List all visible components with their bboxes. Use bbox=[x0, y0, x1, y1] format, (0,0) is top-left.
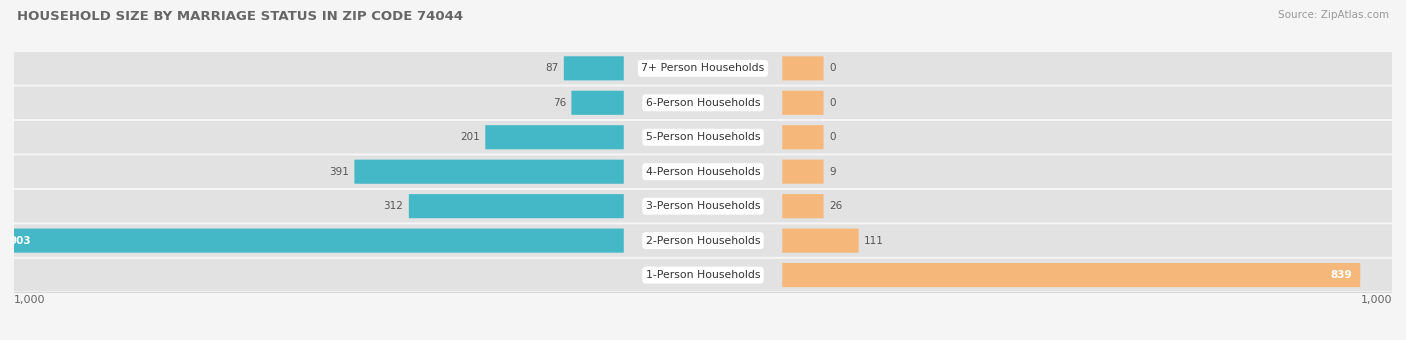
Text: 76: 76 bbox=[553, 98, 565, 108]
FancyBboxPatch shape bbox=[14, 87, 1392, 119]
Text: 903: 903 bbox=[10, 236, 31, 245]
FancyBboxPatch shape bbox=[782, 228, 859, 253]
FancyBboxPatch shape bbox=[782, 263, 1360, 287]
Text: 7+ Person Households: 7+ Person Households bbox=[641, 63, 765, 73]
Text: HOUSEHOLD SIZE BY MARRIAGE STATUS IN ZIP CODE 74044: HOUSEHOLD SIZE BY MARRIAGE STATUS IN ZIP… bbox=[17, 10, 463, 23]
Text: 1,000: 1,000 bbox=[14, 295, 45, 305]
Text: 2-Person Households: 2-Person Households bbox=[645, 236, 761, 245]
FancyBboxPatch shape bbox=[782, 91, 824, 115]
FancyBboxPatch shape bbox=[14, 155, 1392, 188]
Text: 312: 312 bbox=[384, 201, 404, 211]
Text: 87: 87 bbox=[546, 63, 558, 73]
Text: 9: 9 bbox=[830, 167, 835, 177]
FancyBboxPatch shape bbox=[409, 194, 624, 218]
FancyBboxPatch shape bbox=[14, 259, 1392, 291]
Text: 0: 0 bbox=[830, 98, 835, 108]
FancyBboxPatch shape bbox=[571, 91, 624, 115]
FancyBboxPatch shape bbox=[354, 160, 624, 184]
FancyBboxPatch shape bbox=[1, 228, 624, 253]
Text: 3-Person Households: 3-Person Households bbox=[645, 201, 761, 211]
FancyBboxPatch shape bbox=[564, 56, 624, 80]
FancyBboxPatch shape bbox=[782, 56, 824, 80]
Text: 111: 111 bbox=[865, 236, 884, 245]
Text: Source: ZipAtlas.com: Source: ZipAtlas.com bbox=[1278, 10, 1389, 20]
FancyBboxPatch shape bbox=[782, 160, 824, 184]
Text: 0: 0 bbox=[830, 132, 835, 142]
FancyBboxPatch shape bbox=[782, 194, 824, 218]
Text: 5-Person Households: 5-Person Households bbox=[645, 132, 761, 142]
Text: 4-Person Households: 4-Person Households bbox=[645, 167, 761, 177]
FancyBboxPatch shape bbox=[14, 121, 1392, 153]
FancyBboxPatch shape bbox=[782, 125, 824, 149]
FancyBboxPatch shape bbox=[14, 224, 1392, 257]
Text: 839: 839 bbox=[1330, 270, 1353, 280]
FancyBboxPatch shape bbox=[14, 52, 1392, 85]
FancyBboxPatch shape bbox=[14, 190, 1392, 222]
Text: 201: 201 bbox=[460, 132, 479, 142]
Text: 0: 0 bbox=[830, 63, 835, 73]
Text: 1-Person Households: 1-Person Households bbox=[645, 270, 761, 280]
Text: 1,000: 1,000 bbox=[1361, 295, 1392, 305]
FancyBboxPatch shape bbox=[485, 125, 624, 149]
Text: 26: 26 bbox=[830, 201, 842, 211]
Text: 6-Person Households: 6-Person Households bbox=[645, 98, 761, 108]
Text: 391: 391 bbox=[329, 167, 349, 177]
